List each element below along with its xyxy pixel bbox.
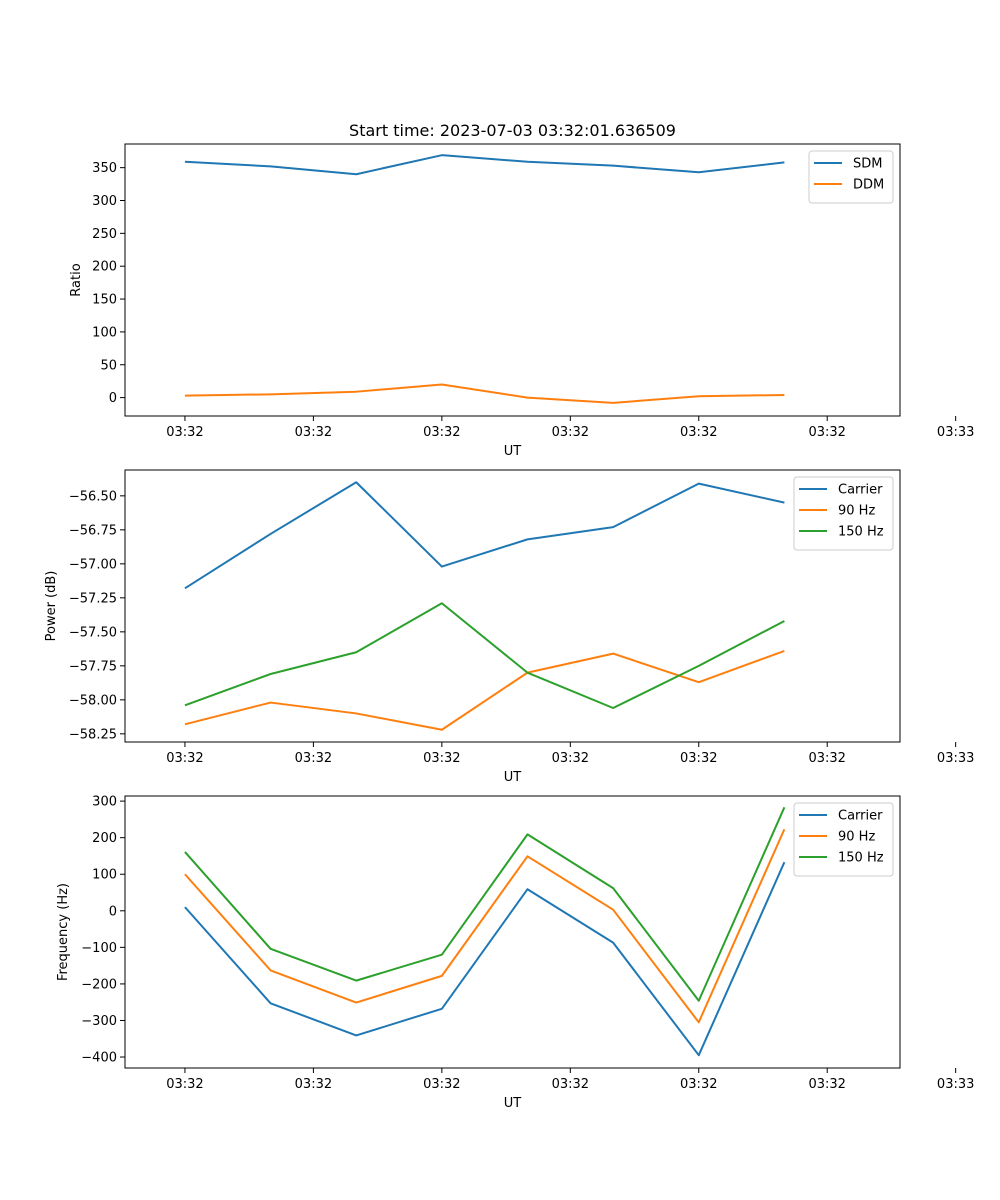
ratio-y-tick-label: 350 xyxy=(92,161,117,176)
frequency-y-tick-label: 100 xyxy=(92,868,117,883)
power-y-tick-label: −57.75 xyxy=(69,659,117,674)
power-y-tick-label: −58.00 xyxy=(69,693,117,708)
frequency-legend-label: Carrier xyxy=(838,809,883,824)
frequency-x-axis-label: UT xyxy=(504,1096,522,1111)
power-y-tick-label: −57.00 xyxy=(69,557,117,572)
ratio-series-line-sdm xyxy=(184,154,785,176)
frequency-y-tick-label: 0 xyxy=(109,904,117,919)
frequency-axes-frame xyxy=(124,795,901,1069)
frequency-series-line-90-hz xyxy=(184,828,786,1024)
ratio-y-axis-label: Ratio xyxy=(69,263,84,296)
power-x-axis-label: UT xyxy=(504,770,522,785)
power-y-tick-label: −58.25 xyxy=(69,727,117,742)
frequency-x-tick-label: 03:32 xyxy=(423,1077,460,1092)
power-y-axis-label: Power (dB) xyxy=(44,571,59,642)
ratio-y-tick-label: 50 xyxy=(100,358,117,373)
power-x-tick-label: 03:32 xyxy=(552,751,589,766)
power-axes-frame xyxy=(124,469,901,743)
power-x-tick-label: 03:32 xyxy=(295,751,332,766)
ratio-y-tick-label: 100 xyxy=(92,325,117,340)
power-legend-label: 90 Hz xyxy=(838,504,875,519)
power-x-tick-label: 03:32 xyxy=(423,751,460,766)
frequency-y-axis-label: Frequency (Hz) xyxy=(56,883,71,981)
ratio-panel: 03:32 03:32 03:32 03:32 03:32 03:32 03:33 0 50 10… xyxy=(69,143,974,459)
frequency-y-tick-label: 300 xyxy=(92,795,117,810)
power-x-tick-label: 03:33 xyxy=(937,751,974,766)
power-x-tick-label: 03:32 xyxy=(680,751,717,766)
power-series-line-150-hz xyxy=(184,602,785,709)
frequency-series-line-150-hz xyxy=(184,806,786,1002)
frequency-y-tick-label: −100 xyxy=(81,941,117,956)
power-x-tick-label: 03:32 xyxy=(166,751,203,766)
frequency-x-tick-label: 03:33 xyxy=(937,1077,974,1092)
power-series-line-90-hz xyxy=(184,649,785,731)
ratio-x-tick-label: 03:33 xyxy=(937,425,974,440)
ratio-series-line-ddm xyxy=(184,383,785,404)
power-panel: 03:32 03:32 03:32 03:32 03:32 03:32 03:33 −58.2… xyxy=(44,469,974,785)
ratio-x-tick-label: 03:32 xyxy=(680,425,717,440)
power-y-tick-label: −56.75 xyxy=(69,523,117,538)
ratio-x-tick-label: 03:32 xyxy=(423,425,460,440)
power-legend-label: 150 Hz xyxy=(838,525,884,540)
power-series-line-carrier xyxy=(184,481,785,590)
frequency-panel: 03:32 03:32 03:32 03:32 03:32 03:32 03:33 −400 −… xyxy=(56,795,974,1111)
power-x-tick-label: 03:32 xyxy=(808,751,845,766)
ratio-y-tick-label: 150 xyxy=(92,293,117,308)
ratio-axes-frame xyxy=(124,143,901,417)
power-y-tick-label: −57.25 xyxy=(69,591,117,606)
ratio-x-tick-label: 03:32 xyxy=(295,425,332,440)
frequency-x-tick-label: 03:32 xyxy=(552,1077,589,1092)
frequency-legend-label: 150 Hz xyxy=(838,851,884,866)
frequency-x-tick-label: 03:32 xyxy=(808,1077,845,1092)
power-legend-label: Carrier xyxy=(838,483,883,498)
frequency-y-tick-label: 200 xyxy=(92,831,117,846)
frequency-series-line-carrier xyxy=(184,861,786,1057)
ratio-y-tick-label: 0 xyxy=(109,391,117,406)
frequency-y-tick-label: −400 xyxy=(81,1051,117,1066)
ratio-x-tick-label: 03:32 xyxy=(552,425,589,440)
figure-title: Start time: 2023-07-03 03:32:01.636509 xyxy=(349,121,676,140)
ratio-y-tick-label: 250 xyxy=(92,227,117,242)
ratio-y-tick-label: 200 xyxy=(92,260,117,275)
frequency-x-tick-label: 03:32 xyxy=(680,1077,717,1092)
ratio-x-axis-label: UT xyxy=(504,444,522,459)
frequency-y-tick-label: −300 xyxy=(81,1014,117,1029)
power-y-tick-label: −56.50 xyxy=(69,489,117,504)
ratio-legend-label: SDM xyxy=(853,157,882,172)
ratio-legend-label: DDM xyxy=(853,178,884,193)
ratio-y-tick-label: 300 xyxy=(92,194,117,209)
ratio-x-tick-label: 03:32 xyxy=(808,425,845,440)
frequency-legend-label: 90 Hz xyxy=(838,830,875,845)
frequency-x-tick-label: 03:32 xyxy=(166,1077,203,1092)
frequency-y-tick-label: −200 xyxy=(81,977,117,992)
frequency-x-tick-label: 03:32 xyxy=(295,1077,332,1092)
power-y-tick-label: −57.50 xyxy=(69,625,117,640)
ratio-x-tick-label: 03:32 xyxy=(166,425,203,440)
